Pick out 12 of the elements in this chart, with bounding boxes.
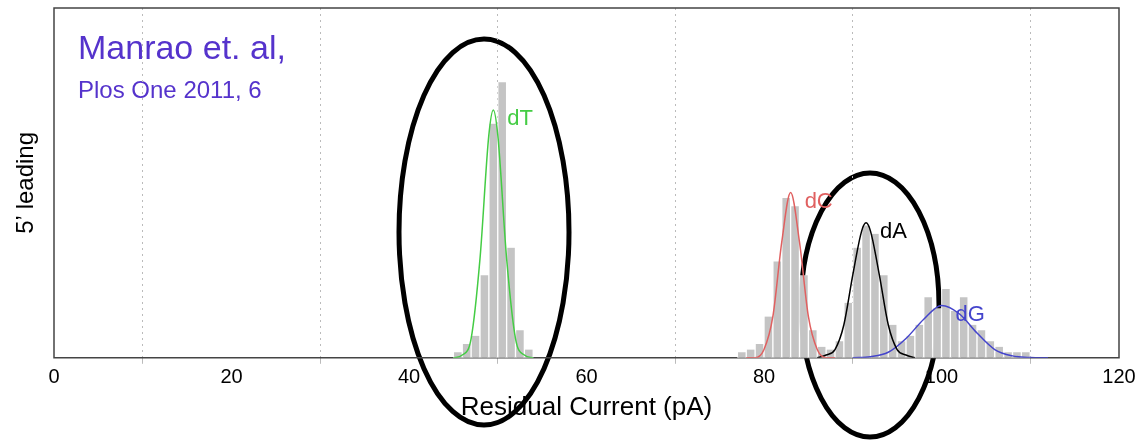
x-tick-label: 40 [397,365,421,388]
annotation: Plos One 2011, 6 [78,76,262,104]
series-label: dA [880,217,908,243]
x-tick-label: 120 [1102,365,1136,388]
series-label: dT [507,104,533,130]
x-tick-label: 20 [220,365,243,388]
text: Manrao et. al, [78,28,286,67]
y-axis-title: 5’ leading [10,131,38,234]
x-tick-label: 80 [752,365,776,388]
series-label: dG [955,300,985,326]
x-tick-label: 60 [575,365,598,388]
x-tick-label: 0 [48,365,60,388]
